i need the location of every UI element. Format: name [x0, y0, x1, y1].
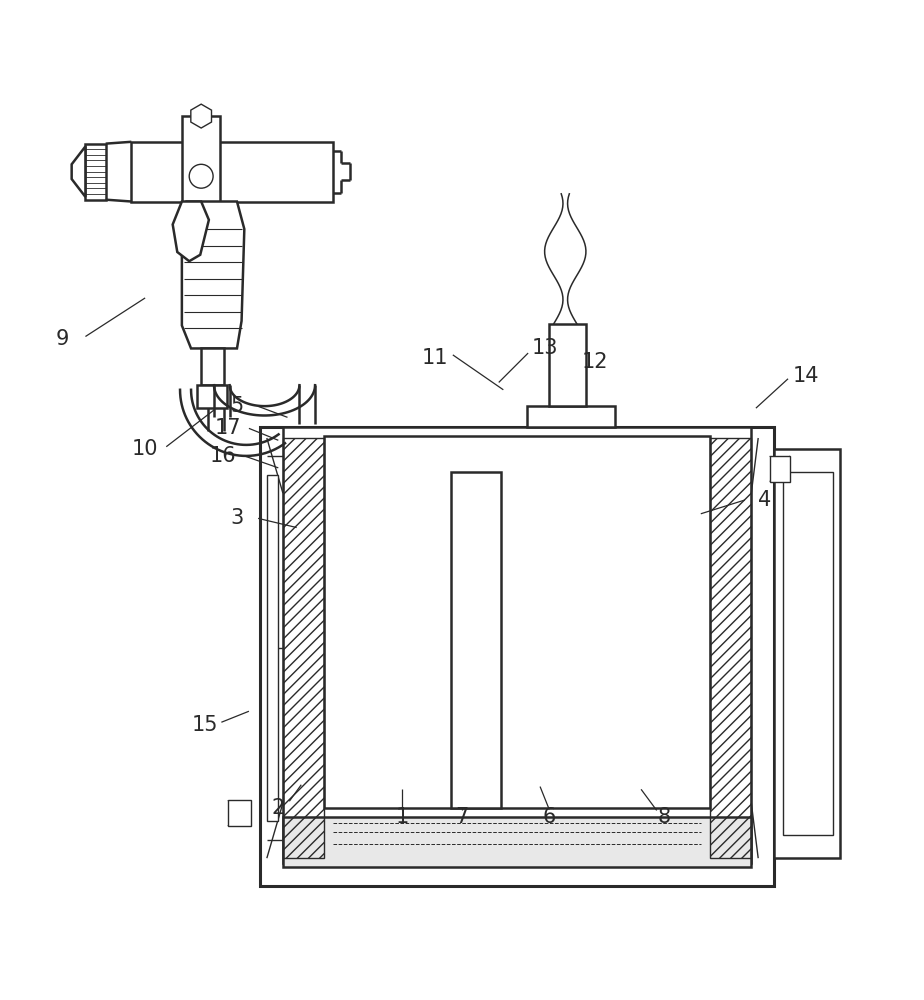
Bar [131, 142, 334, 202]
Text: 7: 7 [456, 807, 468, 827]
Text: 11: 11 [421, 348, 448, 368]
Text: 15: 15 [191, 715, 218, 735]
Text: 3: 3 [230, 508, 244, 528]
Polygon shape [191, 104, 212, 128]
Polygon shape [173, 202, 209, 261]
Bar [710, 438, 751, 858]
Text: 9: 9 [55, 329, 69, 349]
Bar [182, 116, 221, 202]
Text: 14: 14 [793, 366, 820, 386]
Text: 5: 5 [230, 396, 244, 416]
Bar [283, 817, 751, 867]
Text: 4: 4 [759, 490, 772, 510]
Polygon shape [182, 202, 244, 348]
Bar [228, 800, 250, 826]
Bar [774, 449, 841, 858]
Text: 8: 8 [658, 807, 671, 827]
Bar [283, 438, 324, 858]
Text: 13: 13 [531, 338, 558, 358]
Bar [528, 406, 614, 427]
Text: 2: 2 [272, 798, 285, 818]
Bar [549, 324, 586, 406]
Text: 17: 17 [214, 418, 241, 438]
Text: 10: 10 [132, 439, 158, 459]
Bar [85, 144, 105, 200]
Text: 1: 1 [395, 807, 409, 827]
Bar [770, 456, 790, 482]
Bar [784, 472, 833, 835]
Bar [324, 436, 710, 808]
Text: 6: 6 [542, 807, 556, 827]
Bar [451, 472, 501, 808]
Bar [267, 475, 278, 821]
Text: 12: 12 [582, 352, 608, 372]
Text: 16: 16 [210, 446, 237, 466]
Bar [260, 427, 774, 886]
Bar [201, 348, 224, 385]
Polygon shape [72, 146, 85, 197]
Bar [283, 427, 751, 863]
Bar [197, 385, 227, 408]
